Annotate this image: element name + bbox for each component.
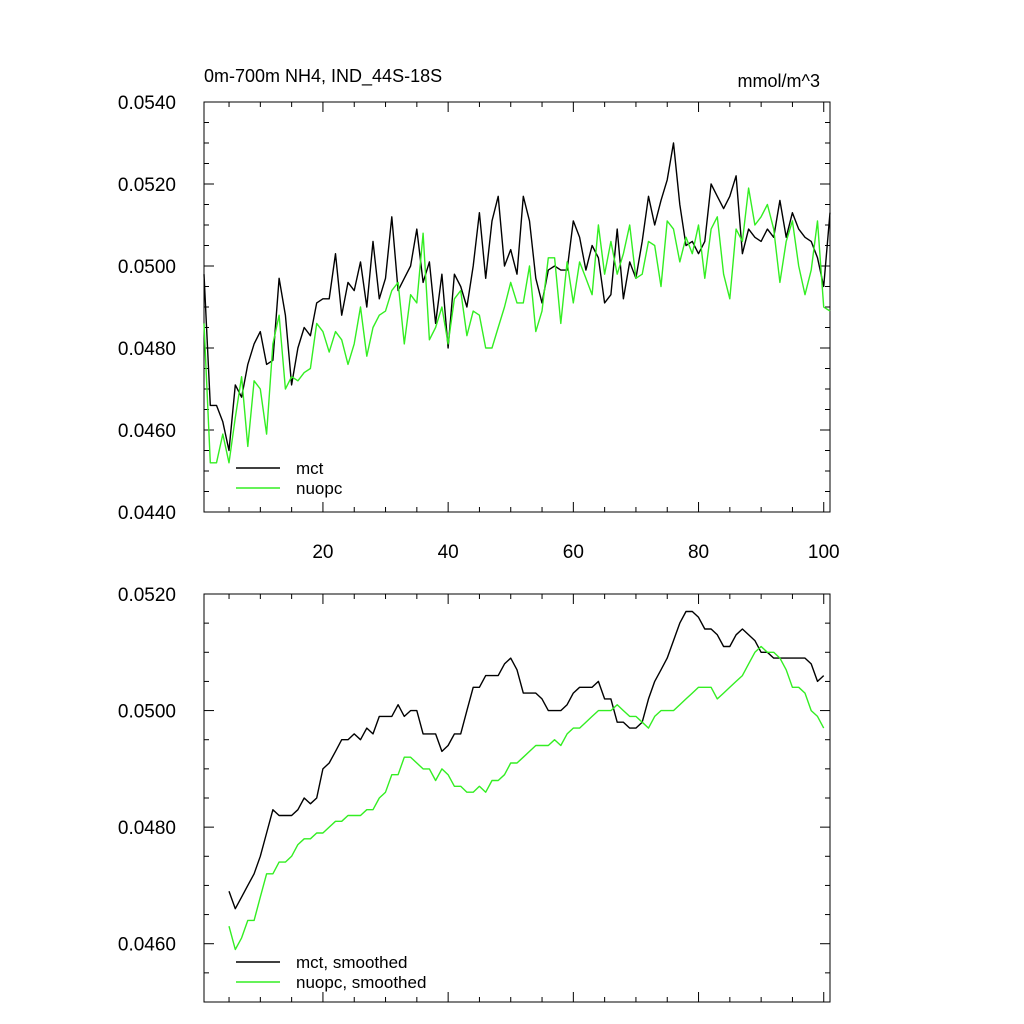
plot-frame	[203, 593, 831, 1003]
y-tick-label: 0.0480	[118, 818, 176, 839]
y-tick-label: 0.0520	[118, 175, 176, 196]
legend-label: mct, smoothed	[296, 953, 408, 972]
legend-label: nuopc	[296, 479, 343, 498]
units-label: mmol/m^3	[738, 71, 820, 91]
top-panel: 20 40 60 80 100 0.0440 0.0460 0.0480 0.0500 0.052…	[118, 66, 840, 563]
y-tick-label: 0.0460	[118, 935, 176, 956]
plot-frame	[203, 101, 831, 513]
y-tick-label: 0.0500	[118, 257, 176, 278]
series-line-mct-smoothed	[228, 610, 825, 910]
legend-label: nuopc, smoothed	[296, 973, 426, 992]
series-line-nuopc-smoothed	[228, 645, 825, 951]
x-tick-label: 20	[312, 542, 333, 563]
series-line-mct	[203, 142, 831, 452]
legend-label: mct	[296, 459, 324, 478]
y-tick-label: 0.0500	[118, 702, 176, 723]
chart-title: 0m-700m NH4, IND_44S-18S	[204, 66, 442, 87]
x-tick-label: 80	[688, 542, 709, 563]
x-tick-label: 40	[438, 542, 459, 563]
y-tick-label: 0.0440	[118, 503, 176, 524]
x-tick-label: 100	[808, 542, 840, 563]
bottom-panel: 0.0460 0.0480 0.0500 0.0520 mct, smoothednuo…	[118, 585, 831, 1003]
x-tick-label: 60	[563, 542, 584, 563]
y-tick-label: 0.0520	[118, 585, 176, 606]
y-tick-label: 0.0480	[118, 339, 176, 360]
y-tick-label: 0.0540	[118, 93, 176, 114]
y-tick-label: 0.0460	[118, 421, 176, 442]
series-line-nuopc	[203, 187, 831, 464]
